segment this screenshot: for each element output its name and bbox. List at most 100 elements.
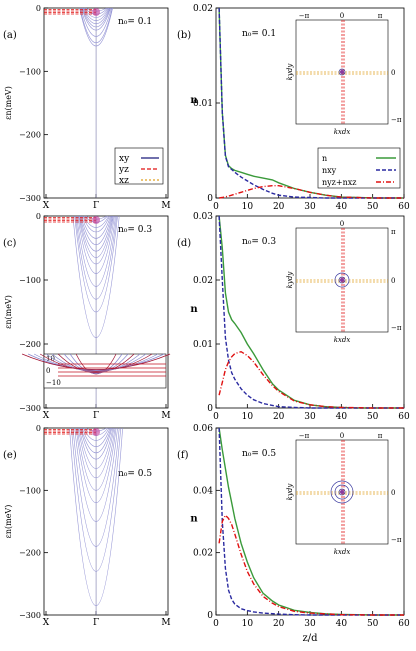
x-tick-label: 0 xyxy=(213,202,219,212)
y-tick-label: −200 xyxy=(19,549,41,558)
x-tick-label: 0 xyxy=(213,619,219,629)
inset-x-label: kxdx xyxy=(334,128,351,136)
xy-band xyxy=(82,427,110,441)
inset-y-label: kydy xyxy=(286,483,294,501)
y-axis-label: n xyxy=(190,95,198,106)
series-line-nyz+nxz xyxy=(218,514,404,616)
xy-band xyxy=(78,215,114,258)
fermi-inset: 0 −π π −π 0 kxdx kydy xyxy=(286,432,402,556)
y-tick-label: 0.03 xyxy=(193,212,213,222)
zoom-band xyxy=(63,353,129,374)
y-tick-label: 0 xyxy=(207,611,213,621)
density-panel-b: 0 0.01 0.02 0 10 20 30 40 50 60 n (b) n₀= 0.1 n nxy nyz… xyxy=(177,4,410,212)
x-tick-label: 20 xyxy=(273,619,285,629)
y-tick-label: −100 xyxy=(19,276,41,285)
xy-fermi-circle xyxy=(338,276,346,284)
inset-tick-label: −π xyxy=(391,536,402,544)
zoom-band xyxy=(57,353,135,373)
y-tick-label: −300 xyxy=(19,194,41,203)
x-tick-label: 50 xyxy=(367,202,379,212)
xy-band xyxy=(75,215,117,300)
gamma-cluster xyxy=(92,8,101,16)
x-tick-label: Γ xyxy=(93,201,99,211)
y-tick-label: −200 xyxy=(19,131,41,140)
xy-band xyxy=(81,7,111,28)
inset-tick-label: −π xyxy=(391,116,402,124)
inset-tick-label: π xyxy=(378,432,383,440)
n0-label: n₀= 0.5 xyxy=(118,469,152,479)
inset-tick-label: −π xyxy=(391,324,402,332)
x-tick-label: 10 xyxy=(242,202,254,212)
zoom-tick-label: 0 xyxy=(46,367,50,375)
density-legend: n nxy nyz+nxz xyxy=(317,147,401,189)
y-tick-label: −300 xyxy=(19,404,41,413)
gamma-cluster xyxy=(92,216,101,224)
xy-fermi-circle xyxy=(334,484,350,500)
xy-fermi-circle xyxy=(338,488,346,496)
xy-band xyxy=(81,427,111,447)
inset-tick-label: 0 xyxy=(340,432,344,440)
zoom-band xyxy=(21,353,171,370)
y-tick-label: 0.04 xyxy=(193,486,213,496)
xy-fermi-circle xyxy=(330,480,354,504)
panel-label: (d) xyxy=(177,238,191,249)
panel-label: (a) xyxy=(3,30,17,41)
x-tick-label: X xyxy=(43,411,50,421)
xy-band xyxy=(80,215,112,246)
n0-label: n₀= 0.1 xyxy=(242,29,276,39)
inset-tick-label: −π xyxy=(299,12,310,20)
x-axis-label: z/d xyxy=(302,633,318,644)
x-tick-label: 30 xyxy=(304,202,316,212)
gamma-cluster xyxy=(92,428,101,436)
legend-label: yz xyxy=(118,165,129,175)
inset-tick-label: 0 xyxy=(391,489,395,497)
x-tick-label: 10 xyxy=(242,619,254,629)
zoom-band xyxy=(45,353,147,372)
panel-label: (e) xyxy=(3,450,17,461)
y-tick-label: 0.02 xyxy=(193,4,213,14)
legend-label: n xyxy=(322,154,327,163)
x-tick-label: 50 xyxy=(367,619,379,629)
zoom-band xyxy=(33,353,159,371)
y-axis-label: εn(meV) xyxy=(4,505,13,539)
y-tick-label: −200 xyxy=(19,340,41,349)
x-tick-label: X xyxy=(43,201,50,211)
x-tick-label: Γ xyxy=(93,411,99,421)
inset-x-label: kxdx xyxy=(334,548,351,556)
x-tick-label: 10 xyxy=(242,412,254,422)
xy-band xyxy=(80,7,112,37)
x-tick-label: 60 xyxy=(398,412,410,422)
x-tick-label: 40 xyxy=(336,202,348,212)
x-tick-label: 40 xyxy=(336,619,348,629)
inset-tick-label: 0 xyxy=(340,12,344,20)
legend-label: xy xyxy=(119,154,130,164)
y-tick-label: 0 xyxy=(36,4,41,13)
n0-label: n₀= 0.5 xyxy=(242,449,276,459)
xy-band xyxy=(78,427,114,469)
x-tick-label: 30 xyxy=(304,619,316,629)
xy-band xyxy=(81,215,111,239)
x-tick-label: M xyxy=(161,411,170,421)
zoom-tick-label: 10 xyxy=(46,355,55,363)
x-tick-label: 20 xyxy=(273,412,285,422)
x-tick-label: Γ xyxy=(93,618,99,628)
n0-label: n₀= 0.1 xyxy=(118,17,152,27)
y-axis-label: εn(meV) xyxy=(4,295,13,329)
y-axis-label: n xyxy=(190,304,198,315)
n0-label: n₀= 0.3 xyxy=(118,225,152,235)
fermi-inset: 0 π −π 0 kxdx kydy xyxy=(286,220,402,344)
legend-label: nyz+nxz xyxy=(322,178,356,187)
zoom-inset: 10 0 −10 xyxy=(21,353,171,389)
inset-tick-label: −π xyxy=(299,432,310,440)
y-tick-label: 0 xyxy=(207,194,213,204)
x-tick-label: 60 xyxy=(398,202,410,212)
xy-band xyxy=(79,7,113,43)
band-axes-frame xyxy=(43,427,169,616)
inset-tick-label: π xyxy=(391,228,396,236)
y-tick-label: −100 xyxy=(19,67,41,76)
xy-band xyxy=(76,427,116,491)
